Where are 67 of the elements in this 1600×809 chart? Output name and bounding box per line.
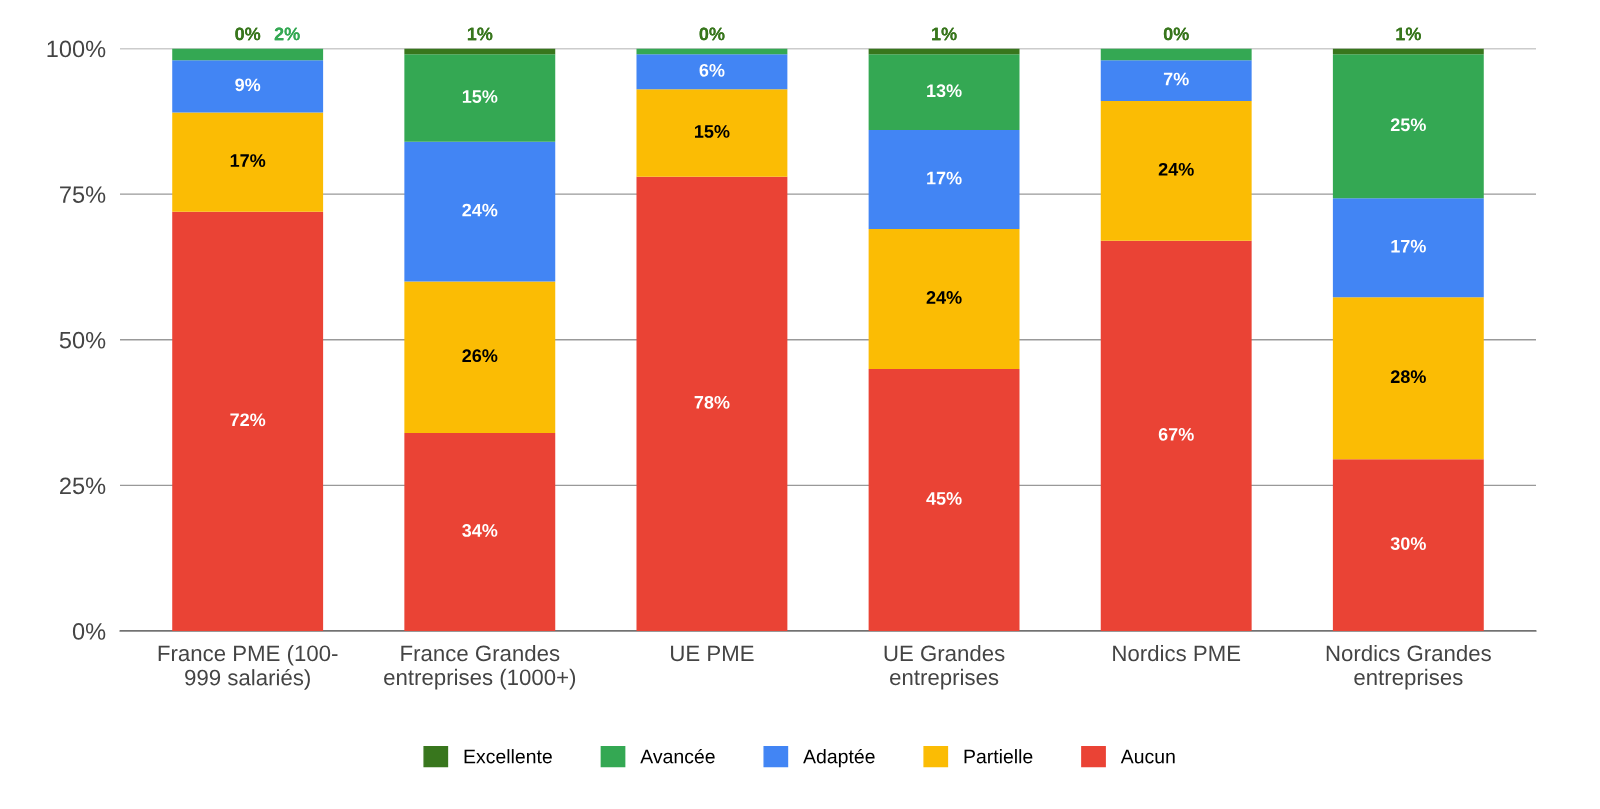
bar: [868, 130, 1020, 230]
data-label: 0%: [1163, 27, 1189, 41]
data-label: 24%: [462, 203, 498, 217]
y-tick-label: 25%: [60, 477, 106, 495]
bar: [636, 176, 788, 632]
data-label: 1%: [932, 27, 957, 41]
x-tick-label: France Grandes entreprises (1000+): [384, 644, 576, 690]
data-label: 6%: [699, 63, 725, 77]
bar: [868, 229, 1020, 369]
y-tick-label: 100%: [47, 40, 106, 58]
y-tick-label: 0%: [72, 623, 106, 640]
bar: [1332, 297, 1484, 460]
x-tick-label: Nordics Grandes entreprises: [1326, 644, 1491, 690]
bar: [404, 54, 556, 142]
data-label: 17%: [927, 171, 962, 185]
bar: [636, 89, 788, 177]
legend-label: Adaptée: [803, 748, 875, 768]
data-label: 17%: [1391, 239, 1426, 253]
bar: [172, 211, 324, 632]
data-label: 9%: [235, 78, 261, 92]
bar: [868, 54, 1020, 131]
legend-label: Aucun: [1120, 749, 1175, 764]
data-label: 1%: [1396, 27, 1421, 41]
data-label: 2%: [274, 27, 300, 41]
x-tick-label: Nordics PME: [1113, 644, 1241, 662]
bar: [1332, 198, 1484, 298]
data-label: 72%: [230, 413, 266, 427]
bar: [636, 54, 788, 90]
data-label: 67%: [1158, 427, 1194, 441]
bar: [404, 432, 556, 632]
data-label: 13%: [927, 84, 962, 98]
data-label: 26%: [462, 349, 498, 363]
bar: [868, 368, 1020, 632]
data-label: 15%: [695, 125, 730, 138]
legend-label: Avancée: [640, 748, 715, 764]
x-tick-label: UE PME: [671, 645, 754, 662]
bar: [1100, 100, 1252, 241]
x-tick-label: France PME (100- 999 salariés): [158, 644, 338, 690]
data-label: 24%: [1158, 162, 1194, 176]
data-label: 0%: [235, 27, 261, 41]
bar: [1332, 54, 1484, 199]
data-label: 78%: [694, 395, 730, 409]
data-label: 28%: [1390, 370, 1426, 384]
data-label: 1%: [467, 27, 493, 41]
legend-label: Excellente: [464, 749, 552, 764]
data-label: 0%: [699, 27, 725, 41]
bar: [1100, 60, 1252, 101]
bar: [404, 281, 556, 433]
data-label: 45%: [926, 492, 962, 505]
bar: [404, 141, 556, 282]
bar: [172, 48, 324, 61]
bar: [1100, 48, 1252, 61]
data-label: 34%: [462, 524, 498, 537]
bar: [1332, 459, 1484, 632]
data-label: 25%: [1390, 118, 1426, 132]
x-tick-label: UE Grandes entreprises: [884, 644, 1005, 690]
bar: [172, 60, 324, 113]
data-label: 30%: [1390, 537, 1426, 550]
y-tick-label: 75%: [60, 186, 106, 203]
y-tick-label: 50%: [59, 331, 106, 349]
data-label: 17%: [230, 154, 266, 167]
legend-label: Partielle: [964, 749, 1033, 764]
data-label: 24%: [926, 291, 962, 304]
bar: [1100, 240, 1252, 632]
data-label: 15%: [462, 90, 498, 103]
data-label: 7%: [1163, 72, 1189, 86]
bar: [172, 112, 324, 212]
